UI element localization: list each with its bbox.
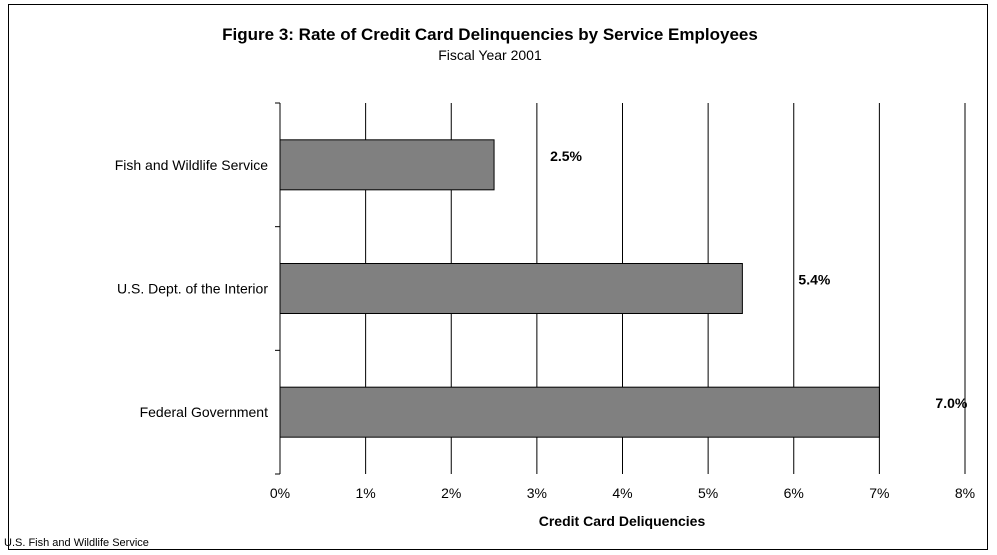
x-tick-label-0: 0% [270,485,290,501]
x-tick-label-5: 5% [698,485,718,501]
chart-title: Figure 3: Rate of Credit Card Delinquenc… [222,25,758,44]
category-label-0: Fish and Wildlife Service [115,157,268,173]
x-tick-label-3: 3% [527,485,547,501]
bar-1 [279,263,743,314]
x-tick-label-6: 6% [784,485,804,501]
x-tick-label-2: 2% [441,485,461,501]
category-label-2: Federal Government [140,404,269,420]
x-tick-label-7: 7% [869,485,889,501]
bar-0 [279,139,495,191]
bar-2 [279,386,880,438]
x-axis-title: Credit Card Deliquencies [539,513,706,529]
chart-subtitle: Fiscal Year 2001 [438,47,542,63]
data-label-2: 7.0% [935,395,967,411]
data-label-0: 2.5% [550,148,582,164]
data-label-1: 5.4% [798,272,830,288]
chart-frame [8,4,988,550]
x-tick-label-1: 1% [356,485,376,501]
x-tick-label-8: 8% [955,485,975,501]
source-note: U.S. Fish and Wildlife Service [4,537,149,549]
category-label-1: U.S. Dept. of the Interior [117,281,268,297]
x-tick-label-4: 4% [612,485,632,501]
